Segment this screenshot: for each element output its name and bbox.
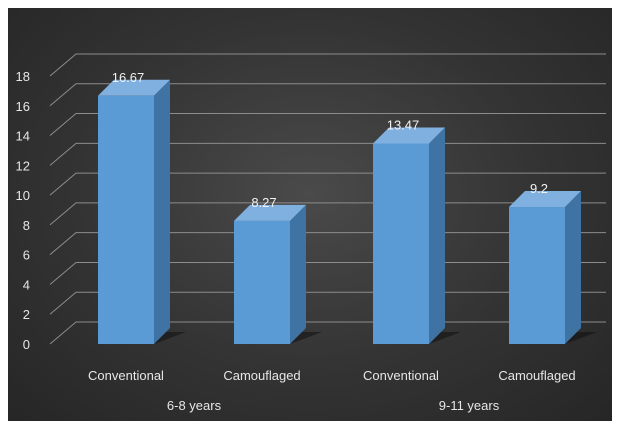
bar-top [234, 204, 306, 221]
x-category-label: Conventional [363, 368, 439, 383]
y-tick-label: 8 [23, 218, 30, 233]
x-group-label: 9-11 years [439, 398, 500, 413]
bar [509, 207, 565, 344]
y-tick-label: 10 [16, 188, 30, 203]
chart-area: 0 2 4 6 8 10 12 14 16 18 Conventional Camouflaged 6… [8, 8, 612, 421]
bar-top [373, 127, 445, 144]
bar-top [509, 191, 581, 208]
data-label: 13.47 [387, 117, 420, 132]
data-label: 9.2 [530, 181, 548, 196]
y-tick-label: 18 [16, 69, 30, 84]
x-category-label: Conventional [88, 368, 164, 383]
y-axis-ticks: 0 2 4 6 8 10 12 14 16 18 [16, 69, 30, 352]
gridline [49, 53, 606, 77]
y-tick-label: 16 [16, 99, 30, 114]
bar [373, 143, 429, 344]
y-tick-label: 4 [23, 277, 30, 292]
bar-side [290, 204, 306, 344]
data-label: 16.67 [112, 70, 145, 85]
y-tick-label: 14 [16, 129, 30, 144]
bars [98, 79, 581, 345]
gridline [49, 113, 606, 136]
y-tick-label: 2 [23, 307, 30, 322]
data-label: 8.27 [251, 195, 276, 210]
bar [234, 220, 290, 344]
bar-side [565, 191, 581, 344]
bar-top [98, 79, 170, 96]
x-category-label: Camouflaged [223, 368, 300, 383]
x-group-label: 6-8 years [167, 398, 222, 413]
y-tick-label: 12 [16, 158, 30, 173]
gridlines [49, 53, 606, 345]
bar [98, 95, 154, 345]
y-tick-label: 0 [23, 337, 30, 352]
x-category-label: Camouflaged [498, 368, 575, 383]
bar-side [429, 127, 445, 345]
bar-side [154, 79, 170, 345]
data-labels: 16.67 8.27 13.47 9.2 [112, 70, 548, 210]
gridline [49, 83, 606, 107]
y-tick-label: 6 [23, 248, 30, 263]
